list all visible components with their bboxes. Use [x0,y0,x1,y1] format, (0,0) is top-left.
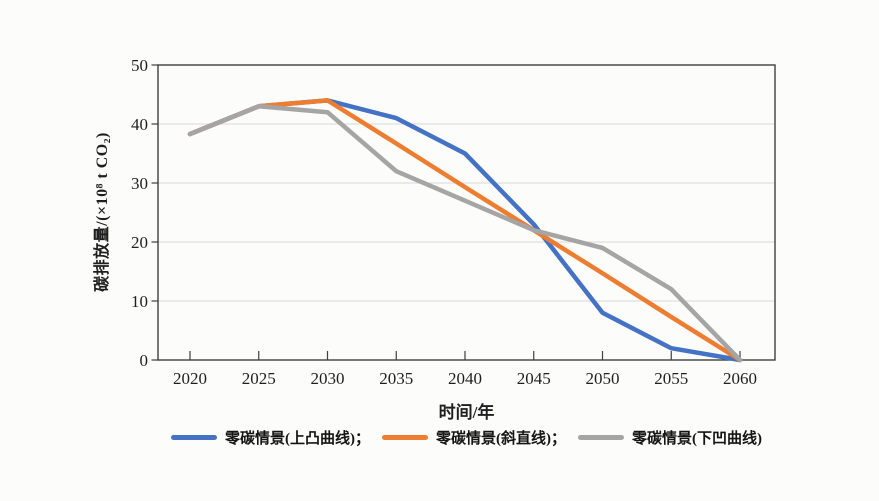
series-line-0 [187,98,743,363]
y-axis-title: 碳排放量/(×10⁸ t CO₂) [94,132,111,292]
legend-label-0: 零碳情景(上凸曲线)； [225,431,370,447]
x-tick-label: 2050 [586,369,620,388]
legend-swatch-2 [578,435,624,440]
y-tick-label: 40 [131,115,148,134]
legend-item-0: 零碳情景(上凸曲线)； [171,427,370,448]
x-tick-label: 2020 [173,369,207,388]
x-axis-title: 时间/年 [438,403,495,422]
y-tick-label: 10 [131,292,148,311]
x-tick-label: 2035 [379,369,413,388]
legend: 零碳情景(上凸曲线)； 零碳情景(斜直线)； 零碳情景(下凹曲线) [130,427,803,448]
legend-item-2: 零碳情景(下凹曲线) [578,427,762,448]
y-tick-label: 30 [131,174,148,193]
legend-item-1: 零碳情景(斜直线)； [382,427,566,448]
legend-swatch-1 [382,435,428,440]
y-tick-label: 0 [140,351,149,370]
legend-swatch-0 [171,435,217,440]
series-line-2 [187,104,743,363]
y-tick-label: 50 [131,56,148,75]
x-tick-label: 2030 [311,369,345,388]
series-line-1 [187,98,743,363]
legend-label-2: 零碳情景(下凹曲线) [632,431,762,447]
legend-label-1: 零碳情景(斜直线)； [436,431,566,447]
x-tick-label: 2055 [654,369,688,388]
x-tick-label: 2040 [448,369,482,388]
y-tick-label: 20 [131,233,148,252]
plot-frame [157,64,776,361]
x-tick-label: 2025 [242,369,276,388]
x-tick-label: 2045 [517,369,551,388]
x-tick-label: 2060 [723,369,757,388]
